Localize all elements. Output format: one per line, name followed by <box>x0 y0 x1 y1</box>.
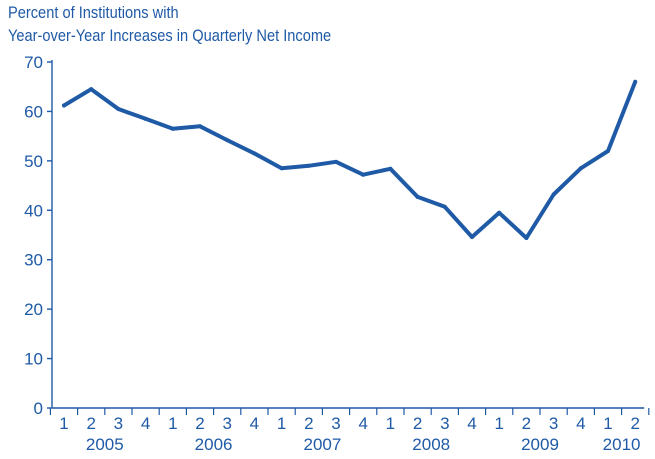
x-quarter-label: 1 <box>603 414 612 433</box>
data-point <box>225 138 230 143</box>
x-year-label: 2008 <box>412 435 450 454</box>
data-point <box>252 151 257 156</box>
data-point <box>497 210 502 215</box>
x-quarter-label: 2 <box>304 414 313 433</box>
data-point <box>361 172 366 177</box>
x-quarter-label: 1 <box>494 414 503 433</box>
x-quarter-label: 3 <box>331 414 340 433</box>
x-quarter-label: 3 <box>114 414 123 433</box>
x-quarter-label: 4 <box>576 414 585 433</box>
x-quarter-label: 1 <box>59 414 68 433</box>
data-point <box>578 166 583 171</box>
x-quarter-label: 4 <box>467 414 476 433</box>
data-point <box>388 166 393 171</box>
data-point <box>306 163 311 168</box>
y-tick-label: 60 <box>24 102 43 121</box>
x-quarter-label: 3 <box>440 414 449 433</box>
y-tick-label: 10 <box>24 350 43 369</box>
data-point <box>198 124 202 129</box>
x-quarter-label: 1 <box>168 414 177 433</box>
x-quarter-label: 4 <box>141 414 150 433</box>
data-point <box>170 126 175 131</box>
x-quarter-label: 4 <box>250 414 259 433</box>
data-point <box>89 87 94 92</box>
x-quarter-label: 2 <box>195 414 204 433</box>
x-quarter-label: 2 <box>630 414 639 433</box>
y-tick-label: 30 <box>24 251 43 270</box>
x-quarter-label: 1 <box>386 414 395 433</box>
data-point <box>415 194 420 199</box>
data-point <box>470 234 474 239</box>
data-point <box>606 148 610 153</box>
x-quarter-label: 3 <box>549 414 558 433</box>
x-year-label: 2006 <box>195 435 233 454</box>
series-line <box>62 79 638 240</box>
data-point <box>551 192 556 197</box>
y-tick-label: 20 <box>24 300 43 319</box>
x-year-label: 2005 <box>86 435 124 454</box>
x-year-label: 2009 <box>521 435 559 454</box>
chart-title-line-1: Percent of Institutions with <box>8 3 179 22</box>
x-year-label: 2007 <box>303 435 341 454</box>
x-quarter-label: 3 <box>222 414 231 433</box>
data-point <box>633 79 638 84</box>
data-point <box>116 106 121 111</box>
y-tick-label: 50 <box>24 152 43 171</box>
x-quarter-label: 2 <box>522 414 531 433</box>
x-quarter-label: 1 <box>277 414 286 433</box>
x-year-label: 2010 <box>603 435 641 454</box>
data-point <box>279 166 284 171</box>
x-quarter-label: 4 <box>358 414 367 433</box>
data-point <box>62 103 66 108</box>
x-quarter-label: 2 <box>86 414 95 433</box>
chart-title-line-2: Year-over-Year Increases in Quarterly Ne… <box>8 26 332 45</box>
y-tick-label: 0 <box>34 399 43 418</box>
data-point <box>524 235 529 240</box>
data-point <box>143 116 148 121</box>
data-point <box>334 159 338 164</box>
y-tick-label: 40 <box>24 201 43 220</box>
x-quarter-label: 2 <box>413 414 422 433</box>
y-tick-label: 70 <box>24 53 43 72</box>
data-point <box>442 204 447 209</box>
